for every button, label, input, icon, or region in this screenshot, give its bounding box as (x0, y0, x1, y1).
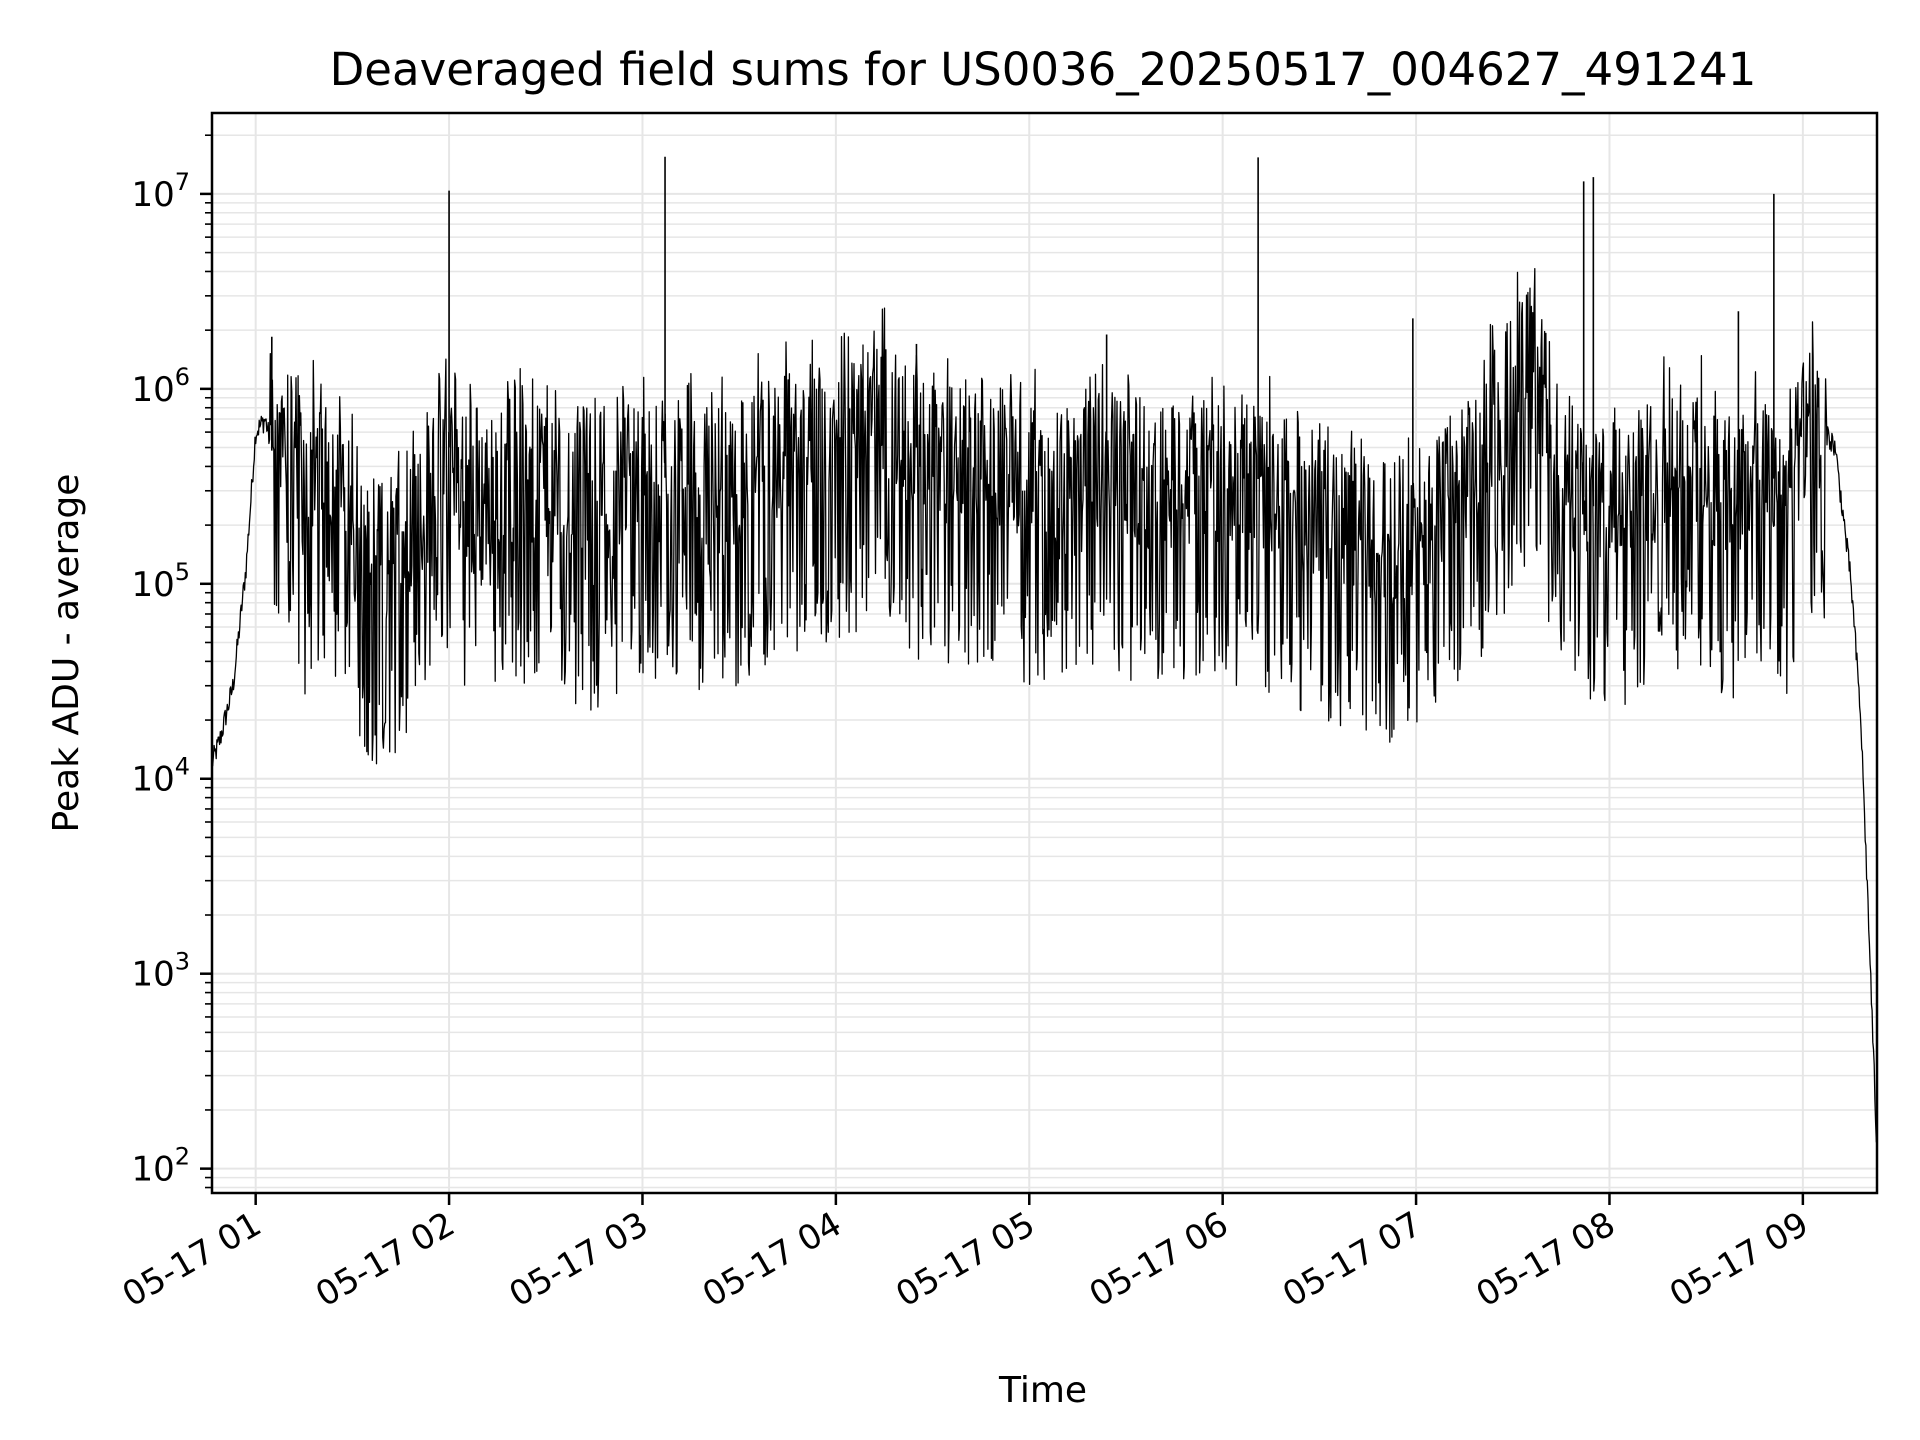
y-tick-label: 103 (131, 948, 190, 995)
grid (212, 113, 1877, 1193)
chart-title: Deaveraged field sums for US0036_2025051… (330, 43, 1757, 96)
series-line (211, 267, 1878, 1145)
y-tick-label: 102 (131, 1143, 190, 1190)
y-tick-label: 105 (131, 558, 190, 605)
y-axis-label: Peak ADU - average (46, 474, 87, 833)
series-layer (211, 156, 1878, 1145)
y-tick-label: 107 (131, 168, 190, 215)
y-tick-label: 104 (131, 753, 190, 800)
axes-frame (210, 111, 1879, 1195)
y-axis: 102 103 104 105 106 107 (131, 134, 212, 1190)
x-axis-label: Time (998, 1370, 1087, 1411)
y-tick-label: 106 (131, 363, 190, 410)
